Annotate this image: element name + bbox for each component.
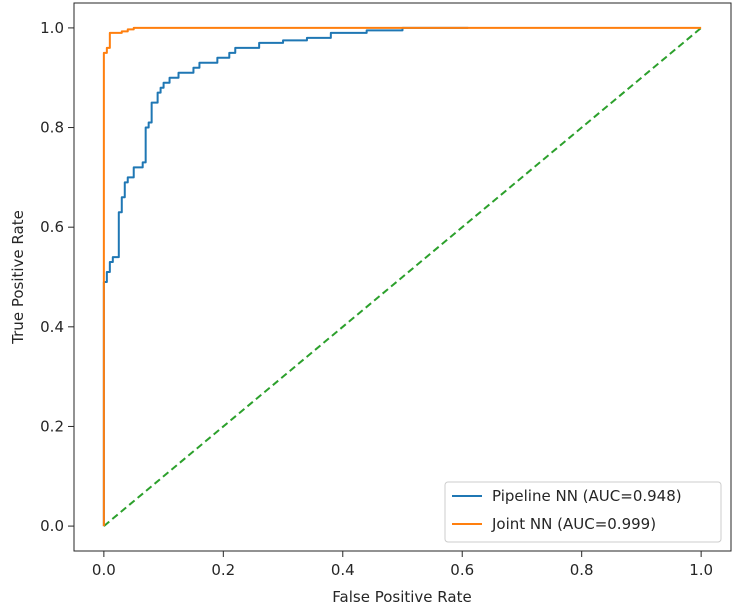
y-tick-label: 0.6 xyxy=(40,218,64,236)
x-tick-label: 0.4 xyxy=(331,561,355,579)
y-axis-ticks: 0.0 0.2 0.4 0.6 0.8 1.0 xyxy=(40,19,74,535)
legend: Pipeline NN (AUC=0.948) Joint NN (AUC=0.… xyxy=(444,481,722,543)
x-tick-label: 0.8 xyxy=(570,561,594,579)
x-axis-ticks: 0.0 0.2 0.4 0.6 0.8 1.0 xyxy=(92,551,713,579)
series-line-chance-diagonal xyxy=(103,27,702,527)
y-tick-label: 0.8 xyxy=(40,119,64,137)
y-tick-label: 0.4 xyxy=(40,318,64,336)
legend-label-joint-nn: Joint NN (AUC=0.999) xyxy=(491,515,656,533)
y-tick-label: 0.2 xyxy=(40,417,64,435)
y-axis-label: True Positive Rate xyxy=(9,210,27,345)
series-line-joint-nn xyxy=(102,26,702,527)
plot-series xyxy=(102,26,702,527)
x-tick-label: 1.0 xyxy=(689,561,713,579)
legend-label-pipeline-nn: Pipeline NN (AUC=0.948) xyxy=(492,487,682,505)
x-tick-label: 0.2 xyxy=(211,561,235,579)
x-tick-label: 0.0 xyxy=(92,561,116,579)
y-tick-label: 0.0 xyxy=(40,517,64,535)
x-axis-label: False Positive Rate xyxy=(332,588,471,606)
x-tick-label: 0.6 xyxy=(450,561,474,579)
y-tick-label: 1.0 xyxy=(40,19,64,37)
plot-frame xyxy=(73,2,732,552)
series-line-pipeline-nn xyxy=(102,26,469,527)
legend-box xyxy=(444,481,722,543)
